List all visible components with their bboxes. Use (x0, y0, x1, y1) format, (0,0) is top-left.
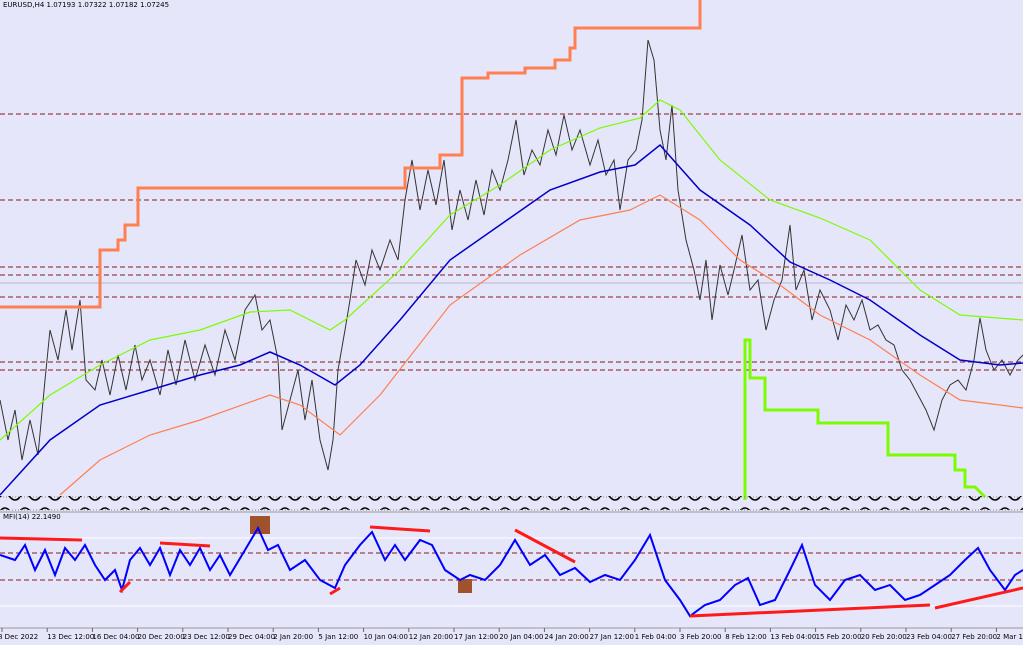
time-label: 20 Jan 04:00 (499, 633, 543, 641)
time-label: 12 Jan 20:00 (409, 633, 453, 641)
time-label: 27 Feb 20:00 (951, 633, 997, 641)
marker (250, 516, 270, 534)
symbol: EURUSD,H4 1.07193 1.07322 1.07182 1.0724… (3, 1, 169, 9)
time-label: 8 Dec 2022 (0, 633, 38, 641)
time-label: 16 Dec 04:00 (92, 633, 139, 641)
marker (458, 579, 472, 593)
time-label: 23 Feb 04:00 (906, 633, 952, 641)
oscillator-strip (0, 496, 1023, 510)
high-price: 1.07322 (78, 1, 107, 9)
price-bars (0, 39, 1023, 471)
time-label: 10 Jan 04:00 (364, 633, 408, 641)
time-label: 23 Dec 12:00 (183, 633, 230, 641)
resistance-step (0, 0, 702, 309)
time-label: 15 Feb 20:00 (816, 633, 862, 641)
mfi-line (0, 525, 1023, 618)
support-step (743, 338, 987, 500)
symbol-name: EURUSD,H4 (3, 1, 45, 9)
time-label: 13 Dec 12:00 (47, 633, 94, 641)
close-price: 1.07245 (140, 1, 169, 9)
low-price: 1.07182 (109, 1, 138, 9)
time-label: 2 Jan 20:00 (273, 633, 313, 641)
time-label: 1 Feb 04:00 (635, 633, 676, 641)
ma-blue (0, 143, 1023, 496)
time-label: 17 Jan 12:00 (454, 633, 498, 641)
levels (0, 113, 1023, 371)
time-label: 20 Feb 20:00 (861, 633, 907, 641)
time-label: 29 Dec 04:00 (228, 633, 275, 641)
time-label: 8 Feb 12:00 (725, 633, 766, 641)
time-label: 20 Dec 20:00 (138, 633, 185, 641)
open-price: 1.07193 (47, 1, 76, 9)
time-label: 13 Feb 04:00 (770, 633, 816, 641)
time-label: 27 Jan 12:00 (590, 633, 634, 641)
time-label: 3 Feb 20:00 (680, 633, 721, 641)
time-label: 24 Jan 20:00 (544, 633, 588, 641)
trendlines (0, 525, 1023, 618)
time-label: 2 Mar 12:00 (996, 633, 1023, 641)
ma-salmon (59, 194, 1023, 496)
mfi-label: MFI(14) 22.1490 (3, 513, 61, 521)
time-label: 5 Jan 12:00 (318, 633, 358, 641)
ma-green (0, 99, 1023, 441)
